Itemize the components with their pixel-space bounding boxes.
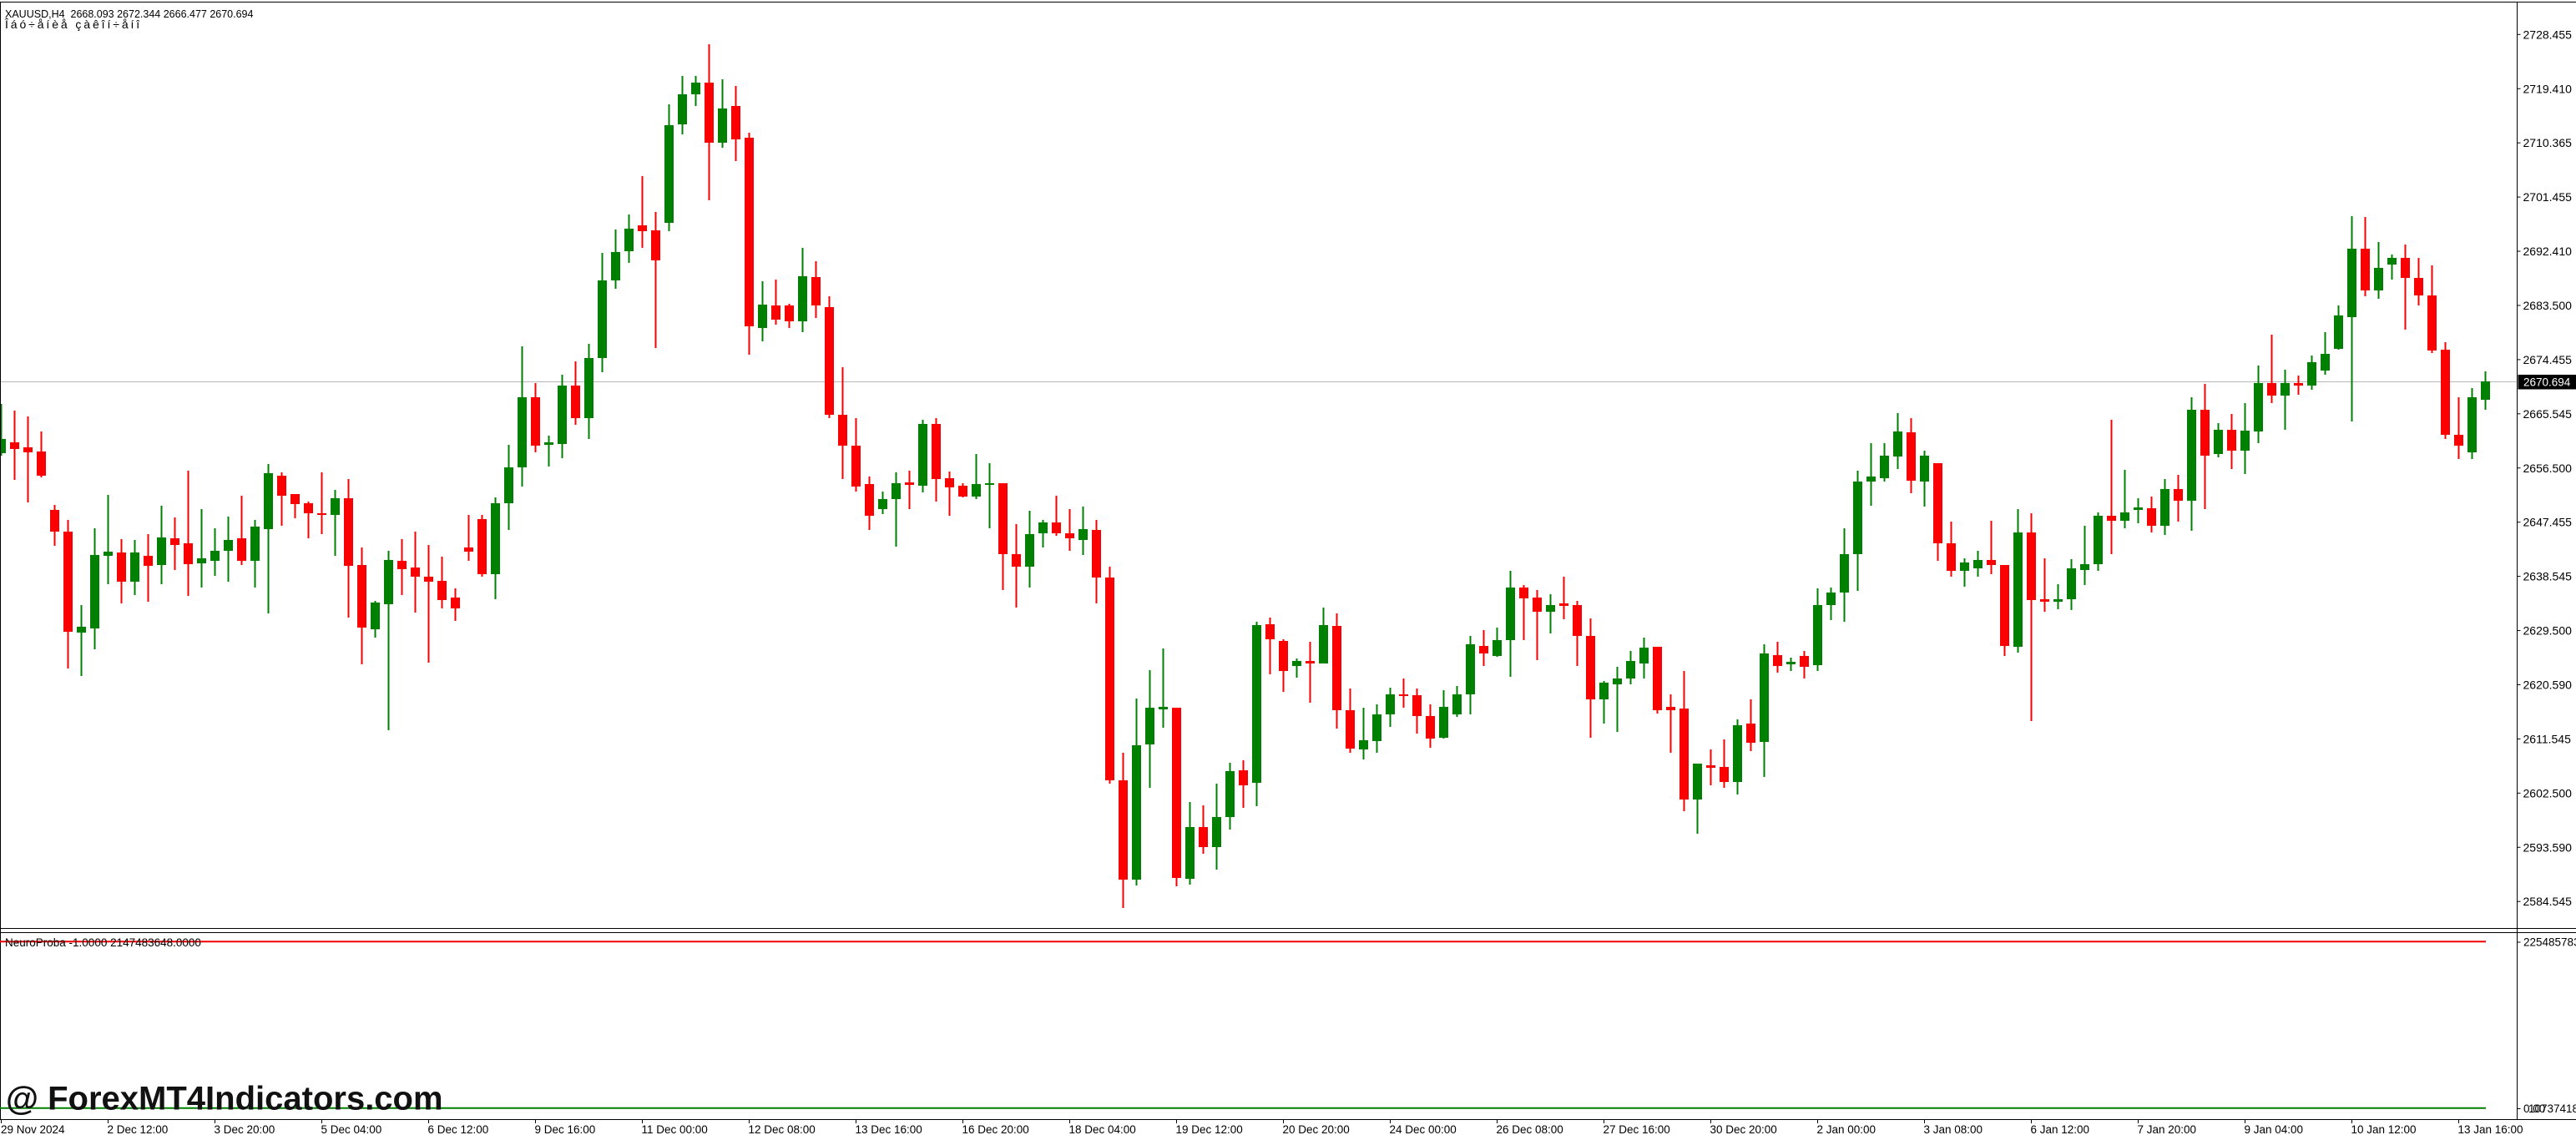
svg-text:2701.455: 2701.455 (2523, 190, 2573, 204)
svg-text:0.00: 0.00 (2523, 1102, 2545, 1115)
svg-text:2719.410: 2719.410 (2523, 82, 2573, 95)
svg-text:12 Dec 08:00: 12 Dec 08:00 (749, 1123, 816, 1135)
svg-text:6 Jan 12:00: 6 Jan 12:00 (2031, 1123, 2090, 1135)
svg-text:2656.500: 2656.500 (2523, 462, 2573, 475)
svg-text:2647.455: 2647.455 (2523, 516, 2573, 529)
svg-text:2692.410: 2692.410 (2523, 245, 2573, 258)
svg-text:2593.590: 2593.590 (2523, 840, 2573, 854)
svg-text:3 Jan 08:00: 3 Jan 08:00 (1924, 1123, 1983, 1135)
svg-text:3 Dec 20:00: 3 Dec 20:00 (215, 1123, 275, 1135)
svg-text:7 Jan 20:00: 7 Jan 20:00 (2138, 1123, 2197, 1135)
svg-text:9 Dec 16:00: 9 Dec 16:00 (535, 1123, 596, 1135)
svg-text:6 Dec 12:00: 6 Dec 12:00 (428, 1123, 489, 1135)
svg-text:XAUUSD,H4 2668.093 2672.344 2: XAUUSD,H4 2668.093 2672.344 2666.477 267… (5, 8, 254, 20)
svg-text:19 Dec 12:00: 19 Dec 12:00 (1176, 1123, 1243, 1135)
svg-text:2254857832.0000: 2254857832.0000 (2523, 936, 2576, 949)
svg-text:2 Dec 12:00: 2 Dec 12:00 (108, 1123, 169, 1135)
svg-text:2683.500: 2683.500 (2523, 299, 2573, 312)
svg-text:2710.365: 2710.365 (2523, 136, 2573, 149)
svg-text:2584.545: 2584.545 (2523, 895, 2573, 908)
svg-text:2611.545: 2611.545 (2523, 732, 2572, 745)
svg-text:16 Dec 20:00: 16 Dec 20:00 (962, 1123, 1029, 1135)
svg-text:9 Jan 04:00: 9 Jan 04:00 (2245, 1123, 2304, 1135)
svg-text:27 Dec 16:00: 27 Dec 16:00 (1604, 1123, 1670, 1135)
svg-text:2620.590: 2620.590 (2523, 678, 2573, 691)
svg-text:2629.500: 2629.500 (2523, 624, 2573, 638)
svg-text:29 Nov 2024: 29 Nov 2024 (1, 1123, 65, 1135)
svg-text:13 Dec 16:00: 13 Dec 16:00 (856, 1123, 922, 1135)
svg-text:11 Dec 00:00: 11 Dec 00:00 (642, 1123, 708, 1135)
svg-text:26 Dec 08:00: 26 Dec 08:00 (1497, 1123, 1563, 1135)
svg-text:Îáó÷åíèå çàêîí÷åíî: Îáó÷åíèå çàêîí÷åíî (4, 18, 142, 31)
svg-text:1073741824.0000: 1073741824.0000 (2528, 1102, 2576, 1115)
svg-text:2670.694: 2670.694 (2523, 376, 2571, 389)
svg-text:2728.455: 2728.455 (2523, 28, 2573, 41)
svg-text:30 Dec 20:00: 30 Dec 20:00 (1710, 1123, 1777, 1135)
svg-text:5 Dec 04:00: 5 Dec 04:00 (321, 1123, 382, 1135)
svg-text:2602.500: 2602.500 (2523, 786, 2573, 800)
svg-text:2665.545: 2665.545 (2523, 407, 2573, 421)
svg-text:24 Dec 00:00: 24 Dec 00:00 (1390, 1123, 1457, 1135)
svg-text:20 Dec 20:00: 20 Dec 20:00 (1283, 1123, 1350, 1135)
svg-text:2 Jan 00:00: 2 Jan 00:00 (1817, 1123, 1876, 1135)
svg-text:18 Dec 04:00: 18 Dec 04:00 (1069, 1123, 1136, 1135)
svg-text:@ ForexMT4Indicators.com: @ ForexMT4Indicators.com (6, 1081, 443, 1117)
svg-text:13 Jan 16:00: 13 Jan 16:00 (2458, 1123, 2523, 1135)
svg-text:10 Jan 12:00: 10 Jan 12:00 (2351, 1123, 2417, 1135)
svg-text:NeuroProba -1.0000 2147483648.: NeuroProba -1.0000 2147483648.0000 (5, 936, 201, 949)
svg-text:2638.545: 2638.545 (2523, 570, 2573, 583)
svg-text:2674.455: 2674.455 (2523, 353, 2573, 366)
